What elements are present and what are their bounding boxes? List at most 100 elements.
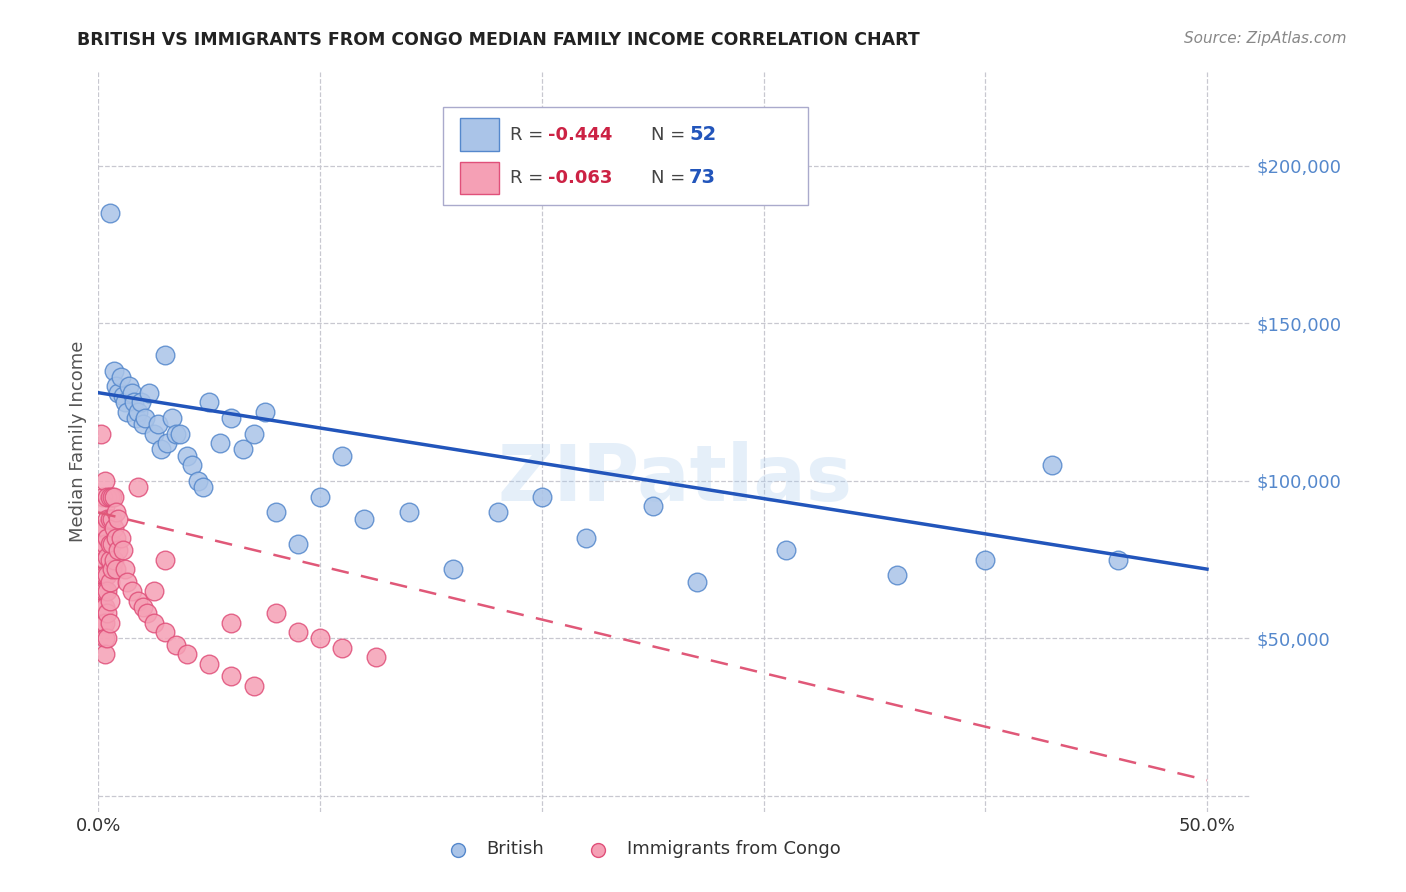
- Point: [96, 606, 118, 620]
- Point: [100, 512, 122, 526]
- Point: [117, 574, 139, 589]
- Text: ZIPatlas: ZIPatlas: [498, 441, 852, 516]
- Point: [114, 562, 136, 576]
- Point: [775, 543, 797, 558]
- Point: [98, 512, 121, 526]
- Point: [107, 512, 129, 526]
- Point: [191, 480, 214, 494]
- Point: [242, 679, 264, 693]
- Point: [103, 490, 125, 504]
- Point: [309, 490, 332, 504]
- Point: [91, 584, 114, 599]
- Point: [364, 650, 387, 665]
- Point: [103, 521, 125, 535]
- Point: [149, 442, 172, 457]
- Point: [94, 632, 117, 646]
- Point: [98, 574, 121, 589]
- Point: [103, 552, 125, 566]
- Point: [160, 411, 183, 425]
- Point: [132, 417, 155, 432]
- Text: 73: 73: [689, 169, 716, 187]
- Point: [105, 531, 128, 545]
- Point: [110, 370, 132, 384]
- Point: [94, 552, 117, 566]
- Point: [94, 537, 117, 551]
- Point: [117, 404, 139, 418]
- Text: R =: R =: [510, 169, 550, 186]
- Point: [231, 442, 254, 457]
- Point: [221, 411, 243, 425]
- Point: [153, 552, 176, 566]
- Point: [1040, 458, 1063, 472]
- Point: [111, 389, 134, 403]
- Point: [122, 395, 145, 409]
- Point: [98, 490, 121, 504]
- Point: [114, 395, 136, 409]
- Point: [253, 404, 276, 418]
- Point: [142, 426, 165, 441]
- Point: [100, 490, 122, 504]
- Point: [886, 568, 908, 582]
- Point: [94, 568, 117, 582]
- Point: [198, 395, 221, 409]
- Point: [441, 562, 464, 576]
- Point: [90, 584, 112, 599]
- Point: [98, 537, 121, 551]
- Point: [91, 615, 114, 630]
- Point: [641, 499, 664, 513]
- Point: [91, 568, 114, 582]
- Point: [330, 449, 353, 463]
- Point: [153, 625, 176, 640]
- Point: [96, 531, 118, 545]
- Point: [98, 615, 121, 630]
- Point: [127, 593, 149, 607]
- Point: [94, 584, 117, 599]
- Point: [180, 458, 202, 472]
- Point: [110, 531, 132, 545]
- Point: [107, 543, 129, 558]
- Point: [353, 512, 375, 526]
- Point: [98, 206, 121, 220]
- Point: [107, 385, 129, 400]
- Point: [132, 599, 155, 614]
- Point: [105, 562, 128, 576]
- Point: [287, 537, 309, 551]
- Point: [96, 490, 118, 504]
- Point: [134, 411, 156, 425]
- Point: [176, 647, 198, 661]
- Text: R =: R =: [510, 126, 550, 144]
- Point: [486, 505, 509, 519]
- Point: [91, 521, 114, 535]
- Point: [94, 615, 117, 630]
- Point: [90, 568, 112, 582]
- Point: [91, 490, 114, 504]
- Point: [264, 505, 287, 519]
- Point: [686, 574, 709, 589]
- Point: [974, 552, 997, 566]
- Point: [98, 552, 121, 566]
- Point: [1107, 552, 1129, 566]
- Point: [127, 404, 149, 418]
- Point: [165, 426, 187, 441]
- Text: Source: ZipAtlas.com: Source: ZipAtlas.com: [1184, 31, 1347, 46]
- Point: [90, 426, 112, 441]
- Point: [398, 505, 420, 519]
- Point: [530, 490, 553, 504]
- Point: [91, 599, 114, 614]
- Point: [118, 379, 141, 393]
- Point: [169, 426, 191, 441]
- Point: [105, 505, 128, 519]
- Text: -0.444: -0.444: [548, 126, 613, 144]
- Point: [94, 521, 117, 535]
- Point: [96, 632, 118, 646]
- Point: [96, 549, 118, 564]
- Point: [96, 568, 118, 582]
- Point: [221, 669, 243, 683]
- Point: [156, 436, 179, 450]
- Point: [129, 395, 152, 409]
- Point: [209, 436, 232, 450]
- Point: [96, 512, 118, 526]
- Point: [575, 531, 598, 545]
- Point: [98, 593, 121, 607]
- Point: [153, 348, 176, 362]
